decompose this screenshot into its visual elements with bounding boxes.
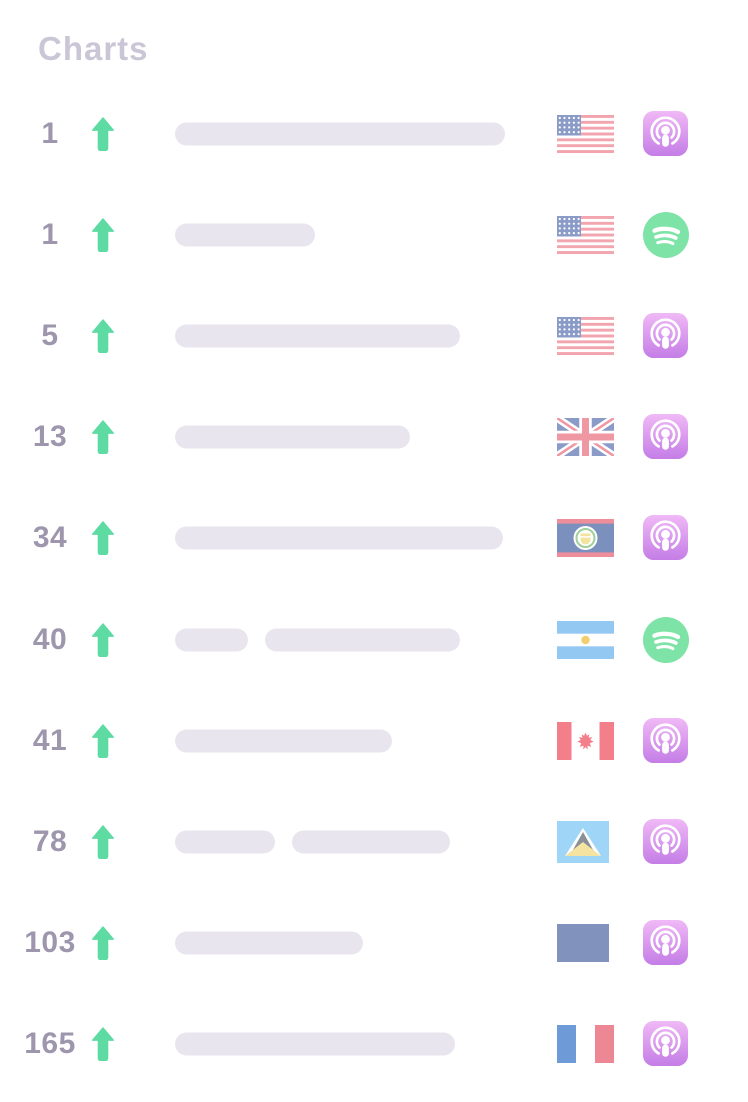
trend-up-arrow-icon (92, 926, 114, 961)
redacted-title (175, 425, 410, 449)
chart-row[interactable]: 40 (0, 589, 748, 690)
rank-value: 41 (32, 723, 68, 757)
apple-podcasts-icon (643, 414, 689, 460)
up-arrow-glyph (92, 825, 114, 860)
up-arrow-glyph (92, 724, 114, 759)
rank-value: 1 (41, 116, 59, 150)
chart-row[interactable]: 5 (0, 285, 748, 386)
chart-row[interactable]: 1 (0, 83, 748, 184)
rank-value: 40 (32, 622, 68, 656)
trend-up-arrow-icon (92, 420, 114, 455)
chart-row[interactable]: 41 (0, 690, 748, 791)
redacted-title-bar (175, 223, 315, 247)
apple-podcasts-logo (643, 818, 688, 864)
rank-value: 13 (32, 420, 68, 454)
up-arrow-glyph (92, 218, 114, 253)
up-arrow-glyph (92, 116, 114, 152)
apple-podcasts-logo (643, 110, 688, 156)
apple-podcasts-icon (643, 818, 689, 865)
redacted-title-bar (175, 729, 392, 753)
trend-up-arrow-icon (92, 218, 114, 253)
trend-up-arrow-icon (92, 825, 114, 860)
apple-podcasts-icon (643, 1021, 689, 1067)
chart-row[interactable]: 1 (0, 184, 748, 285)
rank-value: 103 (24, 926, 76, 960)
trend-up-arrow-icon (92, 1027, 114, 1062)
up-arrow-glyph (92, 521, 114, 556)
redacted-title-bar (175, 628, 248, 652)
apple-podcasts-icon (643, 717, 689, 764)
apple-podcasts-logo (643, 920, 688, 966)
up-arrow-glyph (92, 1027, 114, 1062)
redacted-title (175, 526, 503, 550)
chart-row[interactable]: 165 (0, 994, 748, 1095)
saint-lucia-flag-icon (557, 820, 609, 863)
trend-up-arrow-icon (92, 622, 114, 658)
trend-up-arrow-icon (92, 724, 114, 759)
trend-up-arrow-icon (92, 521, 114, 556)
chart-row[interactable]: 34 (0, 488, 748, 589)
redacted-title (175, 931, 363, 955)
united-states-flag-icon (557, 316, 614, 355)
argentina-flag-icon (557, 620, 614, 659)
united-kingdom-flag-icon (557, 418, 614, 457)
redacted-title-bar (175, 830, 275, 854)
france-flag-icon (557, 1025, 614, 1064)
apple-podcasts-logo (643, 312, 688, 358)
redacted-title-bar (175, 122, 505, 146)
rank-value: 165 (24, 1027, 76, 1061)
up-arrow-glyph (92, 420, 114, 455)
apple-podcasts-logo (643, 717, 688, 763)
trend-up-arrow-icon (92, 319, 114, 354)
up-arrow-glyph (92, 622, 114, 658)
redacted-title-bar (175, 324, 460, 348)
redacted-title-bar (175, 526, 503, 550)
charts-list: 1 1 (0, 83, 748, 1095)
united-states-flag-icon (557, 114, 614, 153)
rank-value: 78 (32, 824, 68, 858)
redacted-title (175, 830, 450, 854)
rank-value: 5 (41, 318, 59, 352)
trend-up-arrow-icon (92, 116, 114, 152)
united-states-flag-icon (557, 215, 614, 254)
apple-podcasts-icon (643, 312, 689, 359)
apple-podcasts-icon (643, 920, 689, 966)
apple-podcasts-icon (643, 110, 689, 157)
apple-podcasts-icon (643, 515, 689, 561)
redacted-title-bar (175, 931, 363, 955)
chart-row[interactable]: 103 (0, 893, 748, 994)
redacted-title (175, 122, 505, 146)
redacted-title (175, 1032, 455, 1056)
redacted-title-bar (175, 1032, 455, 1056)
redacted-title-bar (175, 425, 410, 449)
apple-podcasts-logo (643, 414, 688, 460)
spotify-logo (643, 211, 689, 258)
rank-value: 1 (41, 217, 59, 251)
rank-value: 34 (32, 521, 68, 555)
redacted-title (175, 324, 460, 348)
apple-podcasts-logo (643, 1021, 688, 1067)
chart-row[interactable]: 78 (0, 791, 748, 892)
spotify-logo (643, 616, 689, 663)
redacted-title-bar (265, 628, 460, 652)
canada-flag-icon (557, 721, 614, 760)
redacted-title-bar (292, 830, 450, 854)
spotify-icon (643, 211, 689, 258)
up-arrow-glyph (92, 926, 114, 961)
apple-podcasts-logo (643, 515, 688, 561)
up-arrow-glyph (92, 319, 114, 354)
unknown-flag-icon (557, 924, 609, 963)
page-title: Charts (38, 30, 149, 68)
redacted-title (175, 628, 460, 652)
redacted-title (175, 223, 315, 247)
chart-row[interactable]: 13 (0, 387, 748, 488)
belize-flag-icon (557, 519, 614, 558)
spotify-icon (643, 616, 689, 663)
redacted-title (175, 729, 392, 753)
